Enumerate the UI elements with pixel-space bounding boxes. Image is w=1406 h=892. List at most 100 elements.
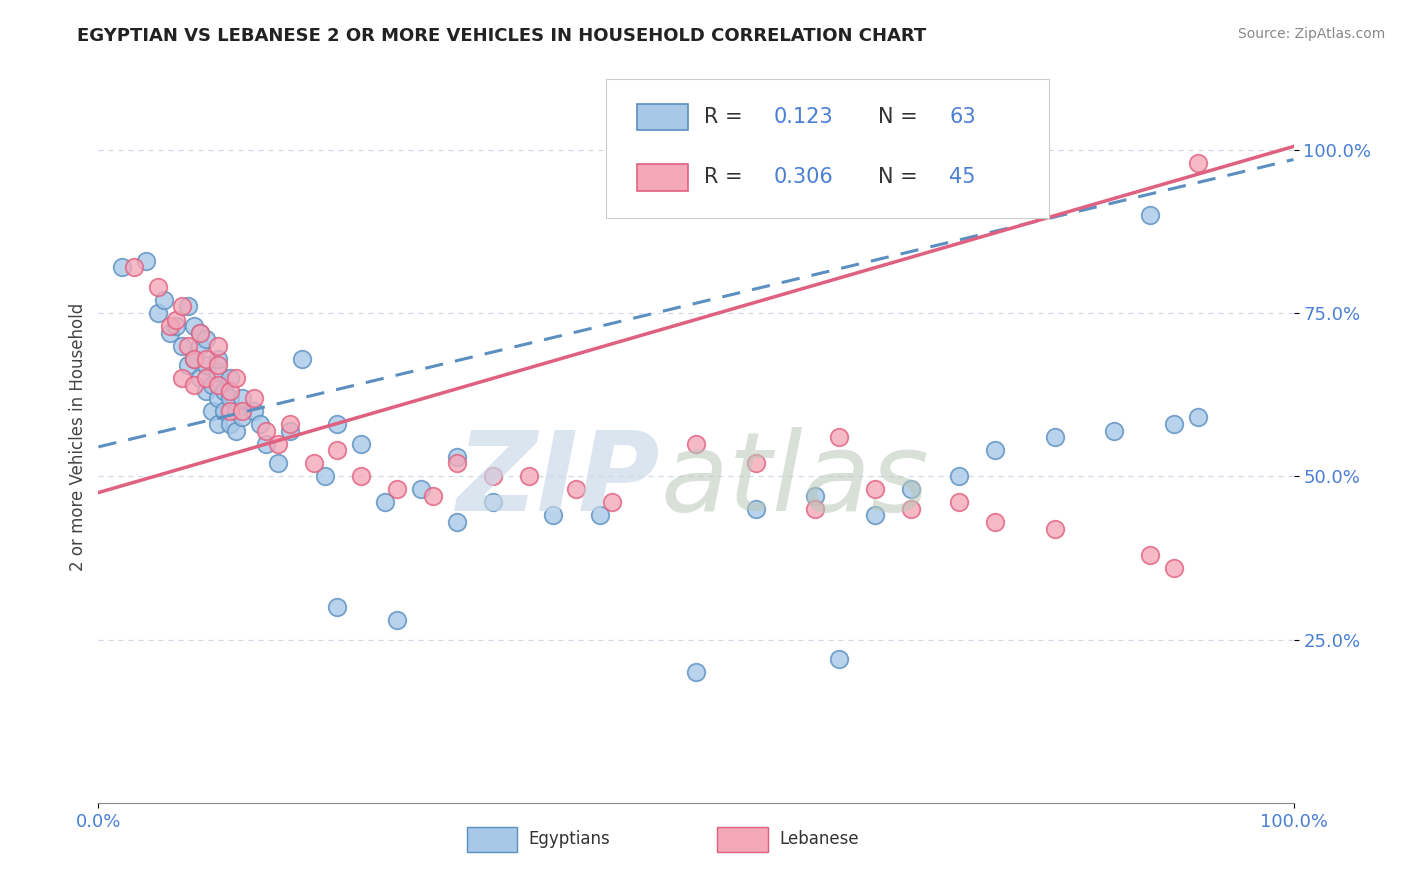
Point	[481, 469, 505, 483]
Point	[745, 456, 768, 470]
Point	[207, 377, 229, 392]
Point	[188, 339, 211, 353]
Point	[422, 489, 444, 503]
FancyBboxPatch shape	[467, 827, 517, 852]
Point	[385, 483, 409, 497]
Point	[219, 404, 242, 418]
Point	[231, 391, 253, 405]
Point	[207, 365, 229, 379]
Point	[1163, 417, 1185, 431]
Point	[124, 260, 146, 275]
Point	[481, 495, 505, 509]
Point	[177, 358, 200, 372]
Point	[1139, 548, 1161, 562]
Point	[326, 599, 349, 614]
Point	[350, 469, 373, 483]
Point	[159, 319, 181, 334]
Point	[165, 312, 187, 326]
Point	[602, 495, 624, 509]
Point	[243, 404, 266, 418]
Point	[207, 417, 229, 431]
Text: Source: ZipAtlas.com: Source: ZipAtlas.com	[1237, 27, 1385, 41]
Point	[291, 351, 314, 366]
Point	[148, 306, 170, 320]
Point	[984, 443, 1007, 458]
Point	[948, 495, 970, 509]
Point	[828, 652, 851, 666]
Point	[804, 502, 827, 516]
Point	[231, 404, 253, 418]
Point	[326, 443, 349, 458]
Point	[446, 456, 468, 470]
Point	[1043, 430, 1066, 444]
Point	[804, 489, 827, 503]
Point	[1187, 410, 1209, 425]
FancyBboxPatch shape	[637, 103, 688, 130]
Point	[254, 424, 277, 438]
Point	[828, 430, 851, 444]
Point	[183, 351, 205, 366]
Point	[278, 424, 301, 438]
Point	[188, 326, 211, 340]
Point	[302, 456, 325, 470]
Point	[541, 508, 564, 523]
Point	[900, 483, 922, 497]
Point	[212, 384, 235, 399]
Y-axis label: 2 or more Vehicles in Household: 2 or more Vehicles in Household	[69, 303, 87, 571]
Point	[326, 417, 349, 431]
Point	[225, 371, 247, 385]
Point	[350, 436, 373, 450]
Point	[1139, 208, 1161, 222]
Point	[984, 515, 1007, 529]
Text: ZIP: ZIP	[457, 427, 661, 534]
FancyBboxPatch shape	[717, 827, 768, 852]
Point	[685, 436, 707, 450]
Point	[1104, 424, 1126, 438]
Point	[231, 410, 253, 425]
Point	[315, 469, 337, 483]
Point	[172, 339, 194, 353]
Text: N =: N =	[877, 168, 924, 187]
Point	[685, 665, 707, 680]
Point	[374, 495, 396, 509]
Point	[446, 450, 468, 464]
Point	[225, 404, 247, 418]
Text: R =: R =	[704, 168, 749, 187]
Point	[900, 502, 922, 516]
Text: Egyptians: Egyptians	[529, 830, 610, 848]
Point	[254, 436, 277, 450]
Point	[195, 384, 218, 399]
Point	[172, 300, 194, 314]
Point	[948, 469, 970, 483]
Point	[188, 326, 211, 340]
Point	[517, 469, 540, 483]
Text: atlas: atlas	[661, 427, 929, 534]
Point	[219, 417, 242, 431]
Point	[565, 483, 588, 497]
Point	[177, 300, 200, 314]
Point	[183, 351, 205, 366]
Point	[1187, 156, 1209, 170]
Point	[411, 483, 433, 497]
FancyBboxPatch shape	[637, 164, 688, 191]
Point	[172, 371, 194, 385]
Point	[207, 391, 229, 405]
Point	[183, 377, 205, 392]
Point	[153, 293, 176, 307]
Point	[201, 377, 224, 392]
Point	[219, 391, 242, 405]
Point	[267, 456, 290, 470]
FancyBboxPatch shape	[606, 78, 1049, 218]
Point	[195, 332, 218, 346]
Text: EGYPTIAN VS LEBANESE 2 OR MORE VEHICLES IN HOUSEHOLD CORRELATION CHART: EGYPTIAN VS LEBANESE 2 OR MORE VEHICLES …	[77, 27, 927, 45]
Text: 45: 45	[949, 168, 976, 187]
Point	[278, 417, 301, 431]
Point	[183, 319, 205, 334]
Point	[207, 339, 229, 353]
Point	[1043, 521, 1066, 535]
Point	[195, 371, 218, 385]
Text: 63: 63	[949, 107, 976, 127]
Point	[243, 391, 266, 405]
Text: 0.123: 0.123	[773, 107, 834, 127]
Point	[207, 358, 229, 372]
